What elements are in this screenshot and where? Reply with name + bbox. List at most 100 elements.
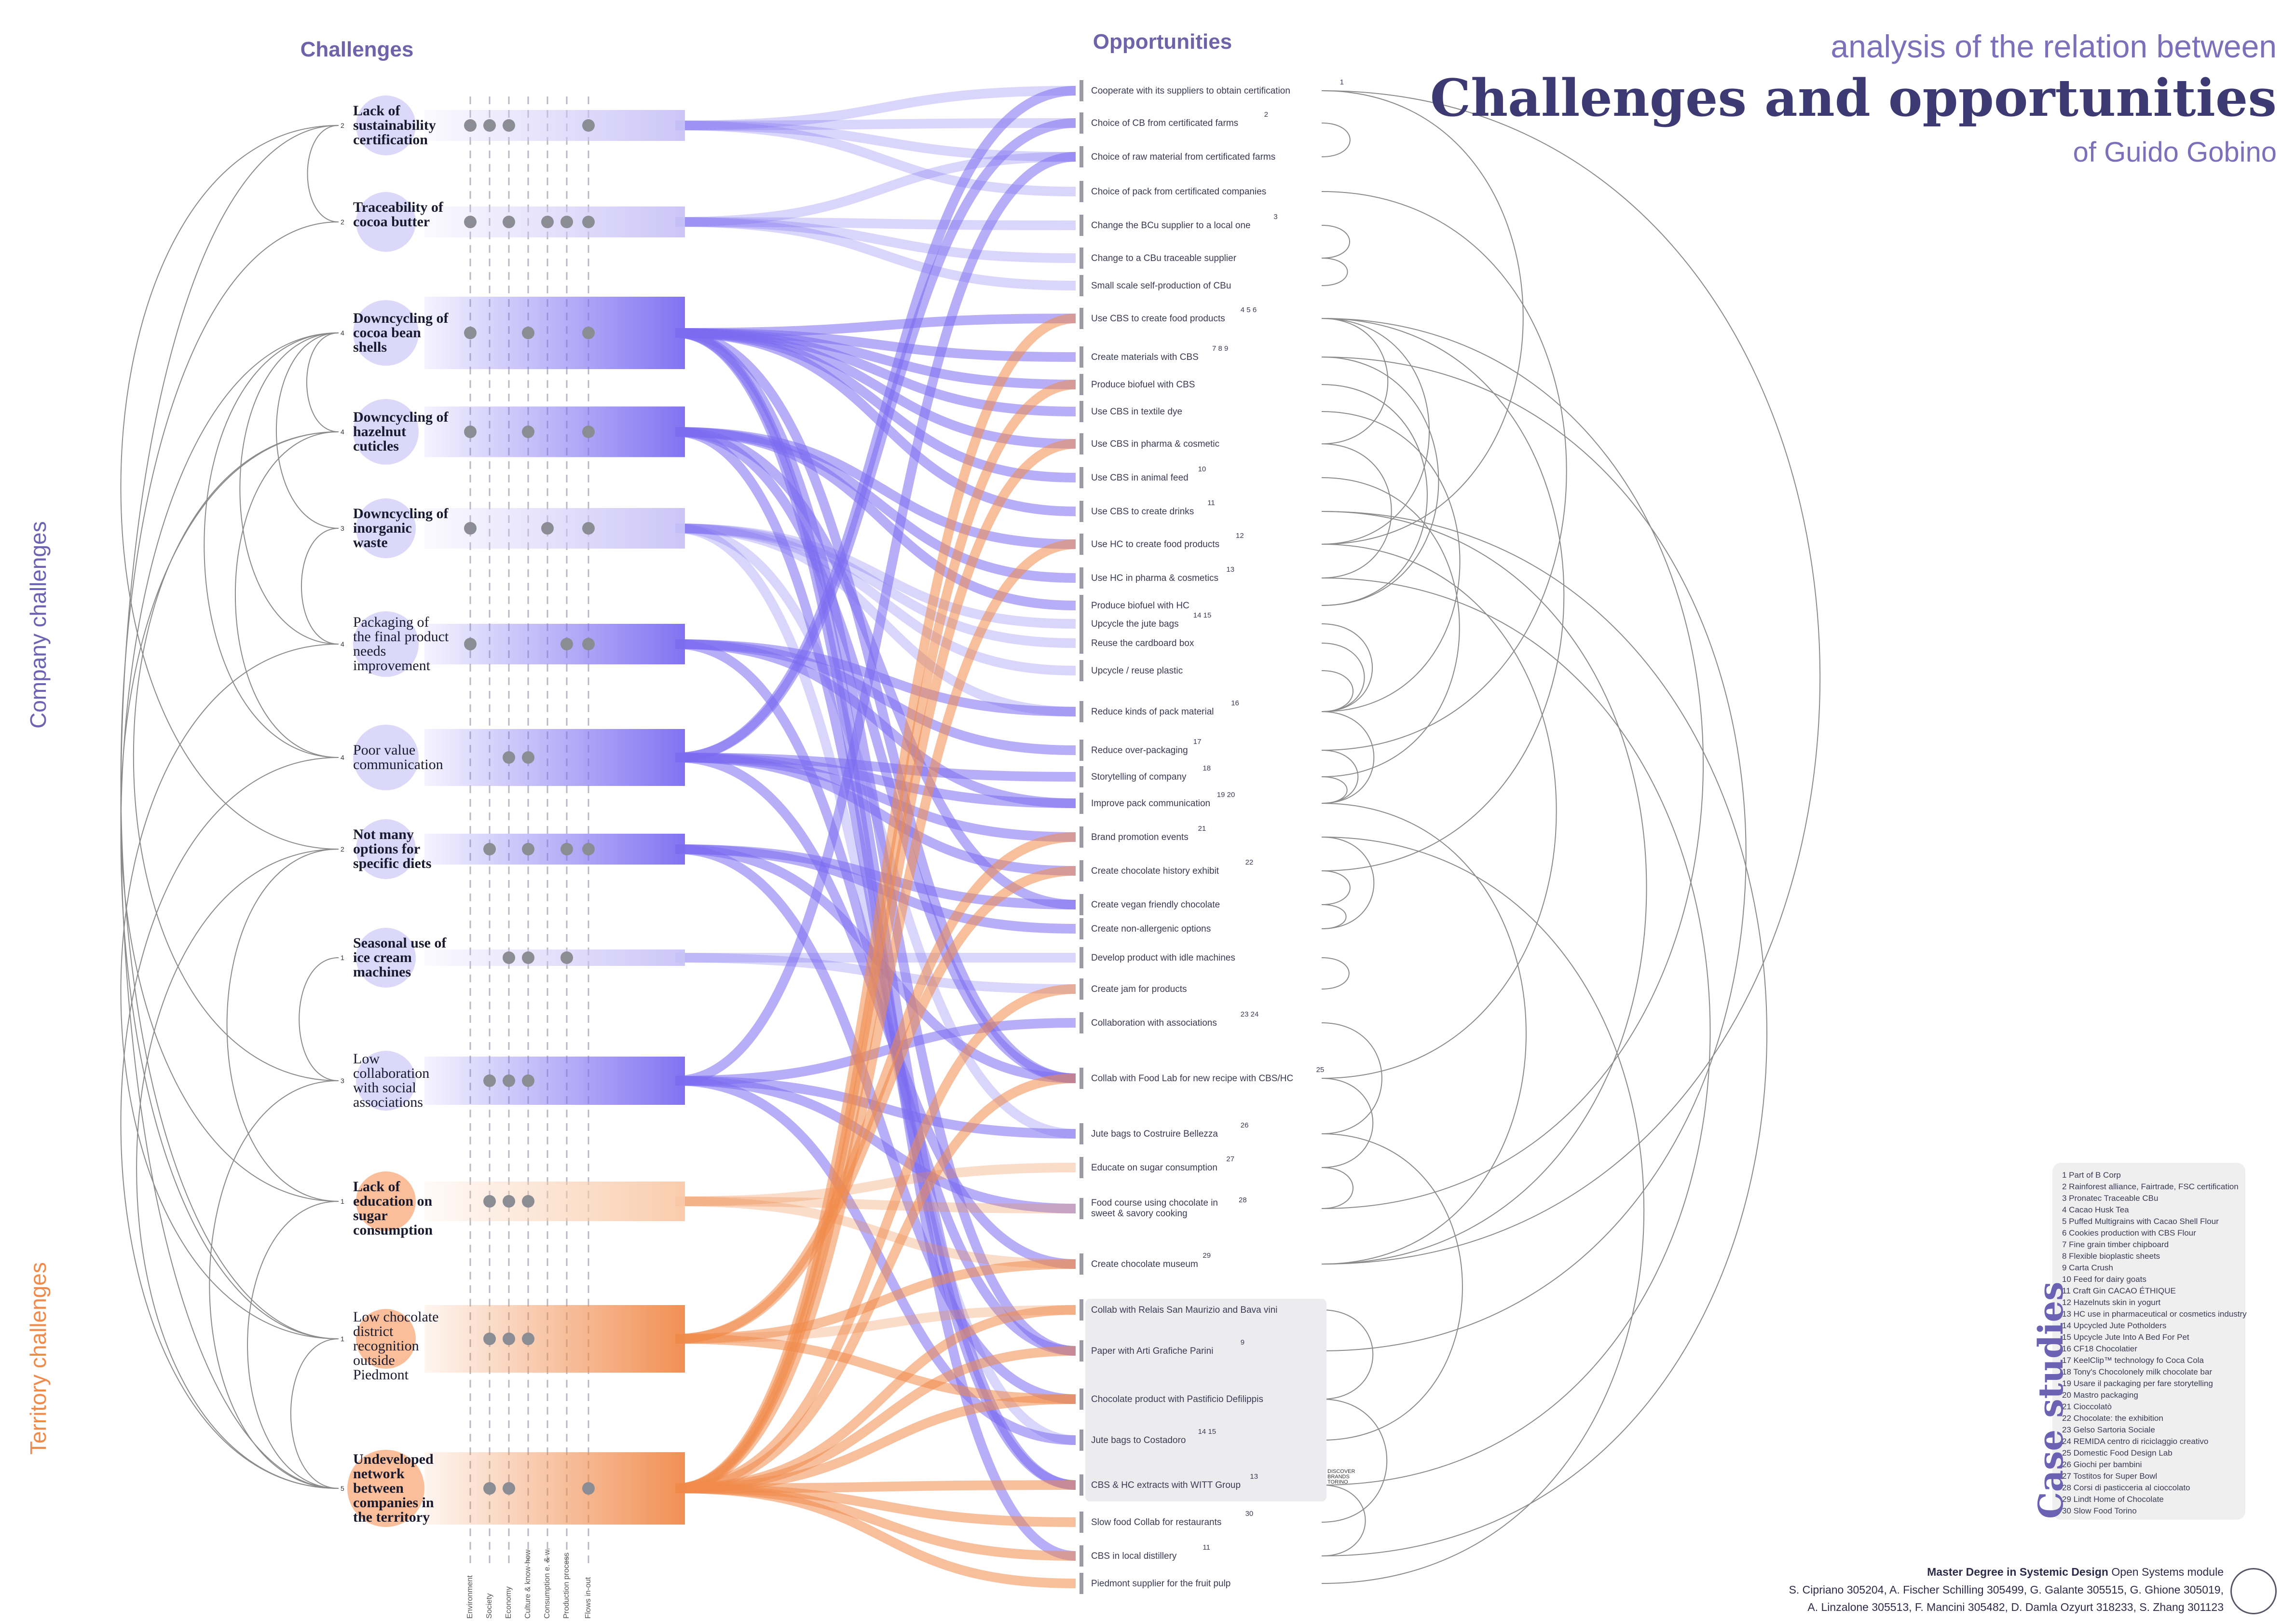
- challenge-arc: [204, 332, 339, 758]
- opportunity-case-ref: 9: [1240, 1338, 1245, 1347]
- opportunity-case-ref: 17: [1193, 738, 1202, 746]
- challenge-label: Downcycling of cocoa bean shells: [353, 310, 449, 355]
- opportunity-arc: [1321, 225, 1350, 259]
- criteria-dot: [503, 1482, 515, 1495]
- opportunity-case-ref: 1: [1339, 78, 1344, 86]
- opportunity-label: CBS in local distillery: [1091, 1551, 1177, 1561]
- opportunity-label: Use CBS in pharma & cosmetic: [1091, 439, 1220, 449]
- opportunity-marker: [1080, 918, 1083, 939]
- opportunity-label: Create materials with CBS: [1091, 352, 1199, 362]
- case-study-item: 14 Upcycled Jute Potholders: [2062, 1321, 2167, 1330]
- criteria-axis-label: Production process: [562, 1553, 571, 1619]
- criteria-dot: [582, 119, 595, 132]
- opportunity-marker: [1080, 215, 1083, 236]
- criteria-dot: [522, 426, 534, 438]
- territory-collab-box: [1085, 1299, 1326, 1501]
- challenge-count: 1: [341, 1197, 344, 1205]
- opportunity-marker: [1080, 501, 1083, 522]
- relation-ribbon: [675, 1259, 1076, 1344]
- criteria-dot: [483, 1482, 496, 1495]
- case-study-item: 6 Cookies production with CBS Flour: [2062, 1228, 2196, 1238]
- criteria-dot: [503, 1333, 515, 1345]
- challenge-link-arcs: [120, 125, 339, 1489]
- challenge-arc: [307, 125, 339, 222]
- opportunity-marker: [1080, 595, 1083, 616]
- challenge-arc: [209, 1080, 339, 1489]
- opportunity-marker: [1080, 1253, 1083, 1275]
- opportunity-marker: [1080, 1299, 1083, 1320]
- criteria-dot: [503, 951, 515, 964]
- case-study-item: 8 Flexible bioplastic sheets: [2062, 1252, 2160, 1261]
- challenge-bar: [424, 729, 685, 786]
- opportunity-marker: [1080, 740, 1083, 761]
- opportunity-marker: [1080, 701, 1083, 722]
- relation-ribbon: [675, 1076, 1076, 1213]
- opportunity-label: Use HC to create food products: [1091, 539, 1220, 550]
- opportunity-marker: [1080, 1157, 1083, 1178]
- challenge-count: 2: [341, 845, 344, 853]
- opportunity-label: Improve pack communication: [1091, 798, 1211, 809]
- opportunity-marker: [1080, 1198, 1083, 1219]
- relation-ribbon: [675, 639, 1076, 808]
- opportunity-arc: [1321, 90, 1821, 1265]
- opportunity-arc: [1321, 411, 1461, 712]
- criteria-dot: [582, 327, 595, 339]
- opportunity-label: Piedmont supplier for the fruit pulp: [1091, 1579, 1231, 1589]
- relation-ribbon: [675, 1076, 1076, 1445]
- opportunity-arc: [1321, 904, 1347, 929]
- opportunity-case-ref: 23 24: [1240, 1010, 1259, 1018]
- challenge-bar: [424, 406, 685, 457]
- challenge-arc: [299, 957, 339, 1081]
- opportunity-arc: [1321, 1399, 1387, 1523]
- opportunity-case-ref: 3: [1273, 213, 1278, 221]
- opportunity-label: Storytelling of company: [1091, 772, 1187, 782]
- challenge-label: Lack of education on sugar consumption: [353, 1179, 433, 1238]
- opportunity-arc: [1321, 384, 1428, 606]
- case-studies-panel: 1 Part of B Corp 2 Rainforest alliance, F…: [2052, 1163, 2247, 1520]
- criteria-dot: [483, 1333, 496, 1345]
- opportunity-marker: [1080, 613, 1083, 634]
- opportunity-label: Reduce kinds of pack material: [1091, 707, 1214, 717]
- challenge-arc: [247, 1201, 339, 1489]
- challenge-count: 4: [341, 754, 344, 761]
- challenge-count: 3: [341, 524, 344, 532]
- opportunity-marker: [1080, 660, 1083, 681]
- opportunity-label: Collab with Relais San Maurizio and Bava…: [1091, 1305, 1278, 1315]
- criteria-axis-label: Consumption e. & w.: [543, 1548, 551, 1619]
- case-study-item: 27 Tostitos for Super Bowl: [2062, 1472, 2158, 1481]
- relation-ribbon: [675, 86, 1076, 762]
- title-line-3: of Guido Gobino: [2073, 137, 2277, 168]
- relation-ribbon: [675, 86, 1076, 130]
- criteria-dot: [483, 843, 496, 855]
- opportunity-marker: [1080, 1389, 1083, 1410]
- case-study-item: 16 CF18 Chocolatier: [2062, 1344, 2137, 1353]
- relation-ribbon: [675, 523, 1076, 629]
- challenge-arc: [234, 431, 339, 758]
- opportunity-label: Choice of CB from certificated farms: [1091, 118, 1239, 128]
- challenge-label: Low chocolate district recognition outsi…: [353, 1309, 439, 1383]
- case-study-item: 11 Craft Gin CACAO ÉTHIQUE: [2062, 1286, 2176, 1295]
- challenge-label: Traceability of cocoa butter: [353, 199, 443, 230]
- challenge-arc: [136, 849, 339, 1489]
- case-study-item: 17 KeelClip™ technology fo Coca Cola: [2062, 1356, 2204, 1365]
- opportunity-label: Use CBS to create food products: [1091, 314, 1225, 324]
- criteria-dot: [560, 638, 573, 650]
- challenge-arc: [306, 332, 339, 432]
- criteria-dot: [582, 426, 595, 438]
- criteria-dot: [464, 426, 477, 438]
- page-title: Challenges and opportunities: [1430, 68, 2277, 128]
- opportunity-case-ref: 2: [1264, 110, 1269, 119]
- title-line-1: analysis of the relation between: [1831, 28, 2277, 64]
- opportunity-label: Use CBS in animal feed: [1091, 473, 1189, 483]
- opportunity-arc: [1321, 643, 1365, 712]
- opportunity-label: Change the BCu supplier to a local one: [1091, 220, 1251, 231]
- opportunity-label: Food course using chocolate in sweet & s…: [1091, 1198, 1218, 1219]
- challenges-heading: Challenges: [300, 38, 414, 61]
- challenge-weight-circle: [353, 399, 419, 465]
- opportunity-case-ref: 21: [1198, 825, 1206, 833]
- opportunity-label: Create chocolate museum: [1091, 1259, 1198, 1269]
- opportunity-arc: [1321, 123, 1351, 157]
- case-study-item: 24 REMIDA centro di riciclaggio creativo: [2062, 1437, 2209, 1446]
- challenge-bar: [424, 110, 685, 141]
